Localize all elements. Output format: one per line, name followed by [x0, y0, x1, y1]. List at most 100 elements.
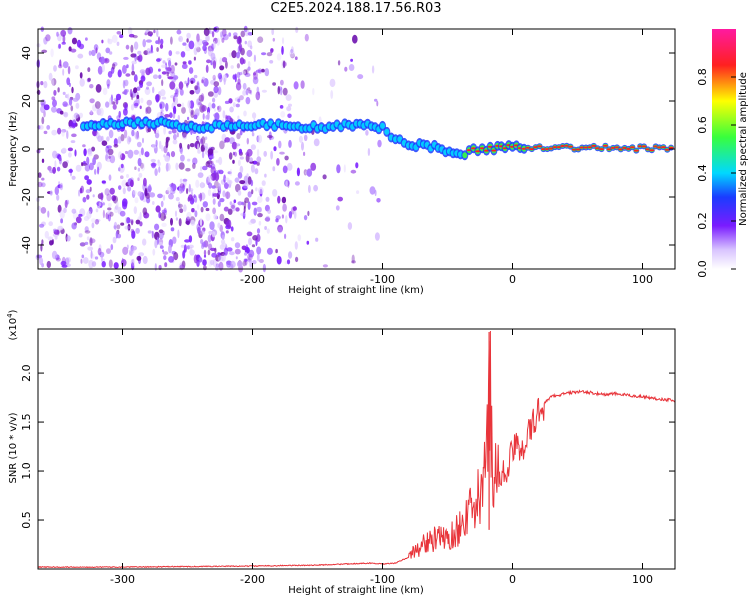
spectrogram-cell: [250, 164, 255, 173]
spectrogram-cell: [242, 89, 247, 96]
spectrogram-cell: [89, 237, 93, 246]
spectrogram-cell: [51, 250, 58, 260]
spectrogram-cell: [254, 168, 259, 175]
spectrogram-cell: [149, 33, 152, 37]
spectrogram-cell: [194, 85, 199, 91]
spectrogram-cell: [252, 71, 258, 80]
spectrogram-cell: [68, 98, 73, 106]
spectrogram-cell: [263, 150, 268, 157]
spectrogram-heatmap: [35, 25, 382, 273]
spectrogram-cell: [322, 174, 327, 180]
spectrogram-cell: [62, 34, 66, 44]
spectrogram-cell: [122, 246, 129, 255]
spectrogram-cell: [230, 204, 235, 209]
spectrogram-cell: [61, 147, 67, 153]
spectrogram-cell: [71, 86, 74, 94]
spectrogram-cell: [72, 211, 78, 220]
spectrogram-cell: [186, 188, 189, 195]
spectrogram-cell: [168, 256, 175, 263]
spectrogram-cell: [138, 172, 143, 178]
spectrogram-cell: [91, 222, 95, 229]
ridge-cell: [471, 147, 476, 150]
spectrogram-cell: [83, 148, 87, 157]
spectrogram-cell: [110, 94, 113, 103]
spectrogram-cell: [178, 35, 184, 43]
spectrogram-cell: [307, 210, 310, 217]
spectrogram-cell: [196, 204, 200, 210]
spectrogram-cell: [329, 78, 336, 88]
spectrogram-cell: [230, 226, 234, 232]
spectrogram-cell: [258, 220, 262, 226]
spectrogram-cell: [89, 84, 94, 89]
spectrogram-cell: [197, 149, 201, 154]
x-tick-label: 0: [509, 273, 516, 286]
spectrogram-cell: [170, 36, 173, 45]
spectrogram-cell: [202, 241, 207, 248]
spectrogram-cell: [231, 141, 238, 150]
spectrogram-cell: [161, 71, 167, 75]
spectrogram-cell: [231, 50, 237, 59]
x-tick-label: -200: [240, 273, 265, 286]
spectrogram-cell: [250, 261, 253, 268]
spectrogram-cell: [236, 71, 241, 79]
spectrogram-cell: [94, 256, 99, 260]
spectrogram-cell: [127, 223, 131, 231]
spectrogram-cell: [179, 183, 185, 189]
spectrogram-cell: [131, 190, 136, 198]
spectrogram-cell: [229, 201, 233, 206]
spectrogram-cell: [221, 253, 226, 262]
spectrogram-cell: [178, 218, 182, 227]
spectrogram-cell: [248, 249, 255, 258]
spectrogram-cell: [279, 151, 285, 155]
spectrogram-cell: [199, 218, 203, 227]
spectrogram-cell: [78, 189, 81, 197]
spectrogram-cell: [150, 158, 156, 163]
spectrogram-cell: [212, 207, 217, 215]
spectrogram-cell: [230, 65, 234, 69]
spectrogram-cell: [244, 252, 248, 256]
spectrogram-cell: [193, 194, 196, 199]
spectrogram-cell: [59, 182, 64, 191]
spectrogram-cell: [128, 137, 132, 143]
spectrogram-cell: [306, 168, 313, 177]
x-tick-label: 0: [509, 573, 516, 586]
spectrogram-cell: [234, 151, 237, 157]
spectrogram-cell: [255, 69, 262, 73]
spectrogram-cell: [197, 98, 202, 108]
spectrogram-cell: [180, 154, 185, 162]
spectrogram-cell: [106, 145, 112, 149]
spectrogram-cell: [169, 189, 176, 195]
spectrogram-cell: [264, 226, 267, 230]
spectrogram-cell: [78, 233, 83, 238]
spectrogram-cell: [252, 112, 257, 119]
spectrogram-cell: [142, 207, 148, 215]
spectrogram-cell: [288, 139, 292, 148]
spectrogram-cell: [156, 58, 161, 62]
spectrogram-cell: [100, 192, 104, 201]
spectrogram-cell: [250, 45, 253, 50]
spectrogram-cell: [256, 233, 261, 242]
spectrogram-cell: [212, 74, 216, 81]
spectrogram-cell: [226, 247, 233, 252]
spectrogram-cell: [97, 65, 103, 75]
spectrogram-cell: [242, 211, 246, 220]
spectrogram-cell: [275, 248, 278, 254]
spectrogram-cell: [61, 129, 67, 133]
spectrogram-cell: [211, 103, 216, 109]
spectrogram-cell: [207, 148, 214, 155]
y-tick-label: -40: [20, 236, 33, 254]
spectrogram-cell: [170, 71, 176, 77]
spectrogram-cell: [298, 135, 303, 143]
spectrogram-cell: [57, 127, 62, 135]
spectrogram-cell: [91, 49, 96, 57]
spectrogram-cell: [188, 235, 193, 243]
spectrogram-cell: [229, 251, 235, 256]
spectrogram-cell: [197, 172, 204, 179]
spectrogram-cell: [173, 92, 177, 97]
spectrogram-cell: [117, 136, 122, 144]
spectrogram-cell: [154, 132, 160, 139]
spectrogram-cell: [282, 61, 287, 67]
spectrogram-cell: [145, 39, 152, 43]
spectrogram-cell: [227, 171, 232, 175]
spectrogram-cell: [270, 48, 274, 52]
